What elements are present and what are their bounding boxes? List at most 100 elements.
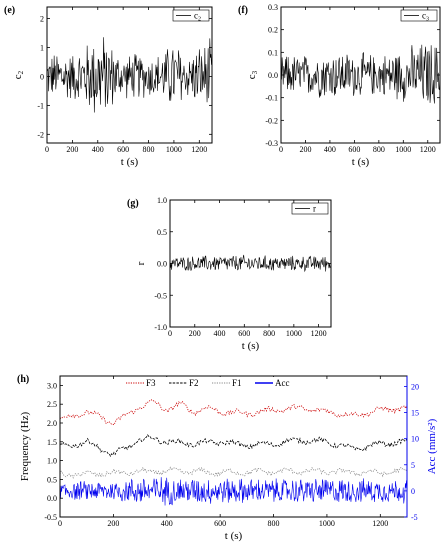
y2-tick-label: -5	[411, 513, 418, 522]
x-tick-label: 0	[168, 329, 172, 338]
x-tick-label: 600	[238, 329, 250, 338]
series-F2-line	[60, 434, 407, 458]
x-tick-label: 1200	[420, 145, 436, 154]
x-tick-label: 0	[45, 145, 49, 154]
panel-h: 0 200 400 600 800 1000 1200-0.50.00.51.01.52.0…	[17, 374, 438, 542]
legend-label: c3	[422, 11, 429, 23]
y-tick-label: 1.0	[157, 196, 167, 205]
series-F3-line	[60, 399, 407, 426]
x-tick-label: 1200	[372, 519, 388, 528]
x-tick-label: 1000	[286, 329, 302, 338]
y2-tick-label: 20	[411, 382, 419, 391]
x-tick-label: 200	[299, 145, 311, 154]
x-axis-label: t (s)	[121, 156, 139, 168]
y-tick-label: 1	[40, 44, 44, 53]
x-tick-label: 0	[279, 145, 283, 154]
y-tick-label: -1.0	[154, 323, 167, 332]
x-axis-label: t (s)	[352, 156, 370, 168]
y-tick-label: 0.5	[47, 475, 57, 484]
y-tick-label: 0.0	[268, 71, 278, 80]
x-tick-label: 600	[348, 145, 360, 154]
y-axis-label-subscript: 3	[251, 70, 259, 74]
plot-area	[60, 399, 407, 506]
x-tick-label: 800	[268, 519, 280, 528]
plot-frame	[46, 6, 213, 144]
x-tick-label: 400	[161, 519, 173, 528]
y2-tick-label: 10	[411, 435, 419, 444]
y-axis-label-subscript: 2	[17, 70, 25, 74]
y-tick-label: 3.0	[47, 381, 57, 390]
legend-label-Acc: Acc	[275, 378, 290, 388]
y-tick-label: -0.5	[154, 291, 167, 300]
x-tick-label: 400	[324, 145, 336, 154]
x-tick-label: 600	[214, 519, 226, 528]
x-axis-label: t (s)	[225, 530, 243, 542]
series-F1-line	[60, 466, 407, 479]
x-tick-label: 1000	[395, 145, 411, 154]
y-tick-label: 0.0	[47, 494, 57, 503]
panel-g: 0 200 400 600 800 1000 1200 -1.0 -0.5 0.0 0.5 1.0 t …	[127, 196, 332, 352]
y-tick-label: 2.5	[47, 400, 57, 409]
series-g-line	[170, 254, 331, 273]
y2-tick-label: 0	[411, 487, 415, 496]
x-tick-label: 200	[66, 145, 78, 154]
legend-label: c2	[194, 11, 201, 23]
x-tick-label: 0	[58, 519, 62, 528]
y-tick-label: -0.1	[265, 94, 278, 103]
series-Acc-line	[60, 477, 407, 506]
y-tick-label: -1	[37, 101, 44, 110]
y2-tick-label: 15	[411, 409, 419, 418]
y-axis-label: r	[135, 261, 147, 265]
plot-area	[281, 44, 440, 104]
plot-area	[47, 37, 212, 113]
legend-box	[122, 377, 298, 388]
legend-label-F1: F1	[232, 378, 242, 388]
x-tick-label: 800	[373, 145, 385, 154]
y-axis-label: Frequency (Hz)	[19, 412, 31, 482]
x-tick-label: 800	[263, 329, 275, 338]
panel-f: 0 200 400 600 800 1000 1200 -0.3 -0.2 -0.1 0.0 0.1 0…	[238, 3, 441, 168]
legend-label: r	[313, 204, 316, 214]
y-tick-label: 0.2	[268, 26, 278, 35]
x-tick-label: 600	[117, 145, 129, 154]
y2-axis-label: Acc (mm/s²)	[426, 418, 438, 474]
x-tick-label: 400	[214, 329, 226, 338]
y-tick-label: 0.0	[157, 260, 167, 269]
y-tick-label: 0.5	[157, 228, 167, 237]
panel-e: 0 200 400 600 800 1000 1200 -2 -1 0 1 2 t (s) c2 (e) c2	[4, 5, 213, 168]
panel-label: (g)	[127, 198, 139, 209]
legend-label-F3: F3	[146, 378, 156, 388]
y-tick-label: 1.5	[47, 438, 57, 447]
y-axis-label: c2	[12, 70, 25, 79]
y-tick-label: 0	[40, 72, 44, 81]
x-tick-label: 1000	[166, 145, 182, 154]
y-axis-label: c3	[246, 70, 259, 79]
y-tick-label: -0.5	[44, 513, 57, 522]
x-tick-label: 1200	[191, 145, 207, 154]
x-tick-label: 200	[107, 519, 119, 528]
plot-frame	[280, 6, 441, 144]
y-tick-label: 0.1	[268, 48, 278, 57]
y-tick-label: -2	[37, 130, 44, 139]
panel-label: (f)	[238, 5, 248, 16]
y-tick-label: 2.0	[47, 419, 57, 428]
legend-label-F2: F2	[189, 378, 199, 388]
x-tick-label: 800	[143, 145, 155, 154]
panel-label: (h)	[17, 374, 29, 385]
legend-label-subscript: 2	[198, 17, 201, 23]
y-tick-label: 2	[40, 15, 44, 24]
y-tick-label: 0.3	[268, 3, 278, 12]
y-tick-label: -0.3	[265, 139, 278, 148]
x-tick-label: 1000	[319, 519, 335, 528]
x-axis-label: t (s)	[242, 340, 260, 352]
y-tick-label: -0.2	[265, 116, 278, 125]
plot-area	[170, 254, 331, 273]
panel-label: (e)	[4, 5, 15, 16]
y2-tick-label: 5	[411, 461, 415, 470]
x-tick-label: 1200	[311, 329, 327, 338]
legend-label-subscript: 3	[426, 17, 429, 23]
series-f-line	[281, 44, 440, 104]
x-tick-label: 400	[92, 145, 104, 154]
x-tick-label: 200	[189, 329, 201, 338]
